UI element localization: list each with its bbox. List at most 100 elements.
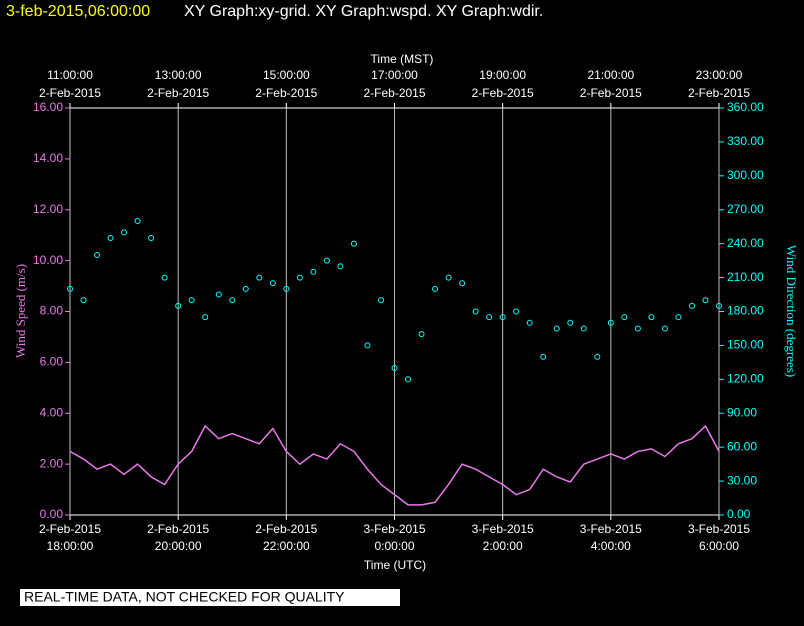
y2-tick-label: 330.00 [727, 134, 764, 148]
y-tick-label: 10.00 [33, 253, 63, 267]
direction-point [580, 325, 587, 332]
y2-tick-label: 300.00 [727, 168, 764, 182]
direction-point [432, 285, 439, 292]
x-tick-label: 3-Feb-2015 [580, 522, 642, 536]
y2-tick-label: 120.00 [727, 372, 764, 386]
direction-point [540, 353, 547, 360]
x-tick-label: 3-Feb-2015 [363, 522, 425, 536]
direction-point [323, 257, 330, 264]
direction-point [716, 302, 722, 309]
direction-point [418, 331, 425, 338]
direction-point [256, 274, 263, 281]
y2-tick-label: 30.00 [727, 473, 757, 487]
timestamp: 3-feb-2015,06:00:00 [6, 3, 150, 20]
direction-point [621, 314, 628, 321]
direction-point [567, 319, 574, 326]
y2-tick-label: 60.00 [727, 439, 757, 453]
direction-point [269, 280, 276, 287]
x2-tick-label: 2-Feb-2015 [39, 86, 101, 100]
x-tick-label: 4:00:00 [591, 539, 631, 553]
y-tick-label: 8.00 [40, 304, 64, 318]
direction-point [405, 376, 412, 383]
x-tick-label: 3-Feb-2015 [472, 522, 534, 536]
direction-point [161, 274, 168, 281]
y2-tick-label: 180.00 [727, 304, 764, 318]
y2-tick-label: 360.00 [727, 100, 764, 114]
speed-line [69, 424, 720, 506]
y-tick-label: 0.00 [40, 507, 64, 521]
direction-point [310, 268, 317, 275]
x2-tick-label: 11:00:00 [47, 68, 93, 82]
y-label: Wind Speed (m/s) [13, 264, 28, 358]
direction-point [648, 314, 655, 321]
x2-tick-label: 19:00:00 [479, 68, 526, 82]
y-tick-label: 2.00 [40, 456, 64, 470]
direction-point [80, 297, 87, 304]
direction-point [391, 365, 398, 372]
direction-point [526, 319, 533, 326]
direction-point [472, 308, 479, 315]
x-tick-label: 2:00:00 [483, 539, 523, 553]
x-tick-label: 2-Feb-2015 [39, 522, 101, 536]
direction-point [296, 274, 303, 281]
direction-point [553, 325, 560, 332]
direction-point [337, 263, 344, 270]
y2-tick-label: 0.00 [727, 507, 751, 521]
direction-point [283, 285, 290, 292]
graph-list: XY Graph:xy-grid. XY Graph:wspd. XY Grap… [184, 3, 543, 20]
direction-point [445, 274, 452, 281]
direction-point [513, 308, 520, 315]
y2-tick-label: 270.00 [727, 202, 764, 216]
direction-point [688, 302, 695, 309]
direction-point [188, 297, 195, 304]
direction-point [661, 325, 668, 332]
y2-label: Wind Direction (degrees) [784, 245, 799, 377]
y2-tick-label: 240.00 [727, 236, 764, 250]
direction-point [702, 297, 709, 304]
y2-tick-label: 90.00 [727, 405, 757, 419]
x2-tick-label: 2-Feb-2015 [580, 86, 642, 100]
direction-point [202, 314, 209, 321]
direction-point [229, 297, 236, 304]
x-label: Time (UTC) [364, 558, 426, 572]
x-tick-label: 2-Feb-2015 [147, 522, 209, 536]
x2-tick-label: 15:00:00 [263, 68, 310, 82]
x2-tick-label: 2-Feb-2015 [147, 86, 209, 100]
y-tick-label: 6.00 [40, 355, 64, 369]
x2-tick-label: 21:00:00 [587, 68, 634, 82]
direction-point [107, 235, 114, 242]
x2-tick-label: 2-Feb-2015 [472, 86, 534, 100]
direction-point [67, 285, 73, 292]
direction-point [594, 353, 601, 360]
x2-tick-label: 13:00:00 [155, 68, 202, 82]
x-tick-label: 20:00:00 [155, 539, 202, 553]
direction-point [94, 251, 101, 258]
direction-point [215, 291, 222, 298]
direction-point [459, 280, 466, 287]
x-tick-label: 6:00:00 [699, 539, 739, 553]
x2-tick-label: 2-Feb-2015 [363, 86, 425, 100]
y-tick-label: 16.00 [33, 100, 63, 114]
notice-box [20, 589, 400, 606]
y2-tick-label: 150.00 [727, 338, 764, 352]
x-top-label: Time (MST) [371, 52, 434, 66]
x2-tick-label: 17:00:00 [371, 68, 418, 82]
direction-point [607, 319, 614, 326]
x-tick-label: 3-Feb-2015 [688, 522, 750, 536]
y-tick-label: 4.00 [40, 405, 64, 419]
direction-point [175, 302, 182, 309]
direction-point [634, 325, 641, 332]
direction-point [499, 314, 506, 321]
direction-point [134, 218, 141, 225]
direction-point [377, 297, 384, 304]
direction-point [242, 285, 249, 292]
direction-point [675, 314, 682, 321]
direction-point [364, 342, 371, 349]
x-tick-label: 0:00:00 [374, 539, 414, 553]
x-tick-label: 22:00:00 [263, 539, 310, 553]
x2-tick-label: 2-Feb-2015 [688, 86, 750, 100]
y-tick-label: 12.00 [33, 202, 63, 216]
x-tick-label: 2-Feb-2015 [255, 522, 317, 536]
